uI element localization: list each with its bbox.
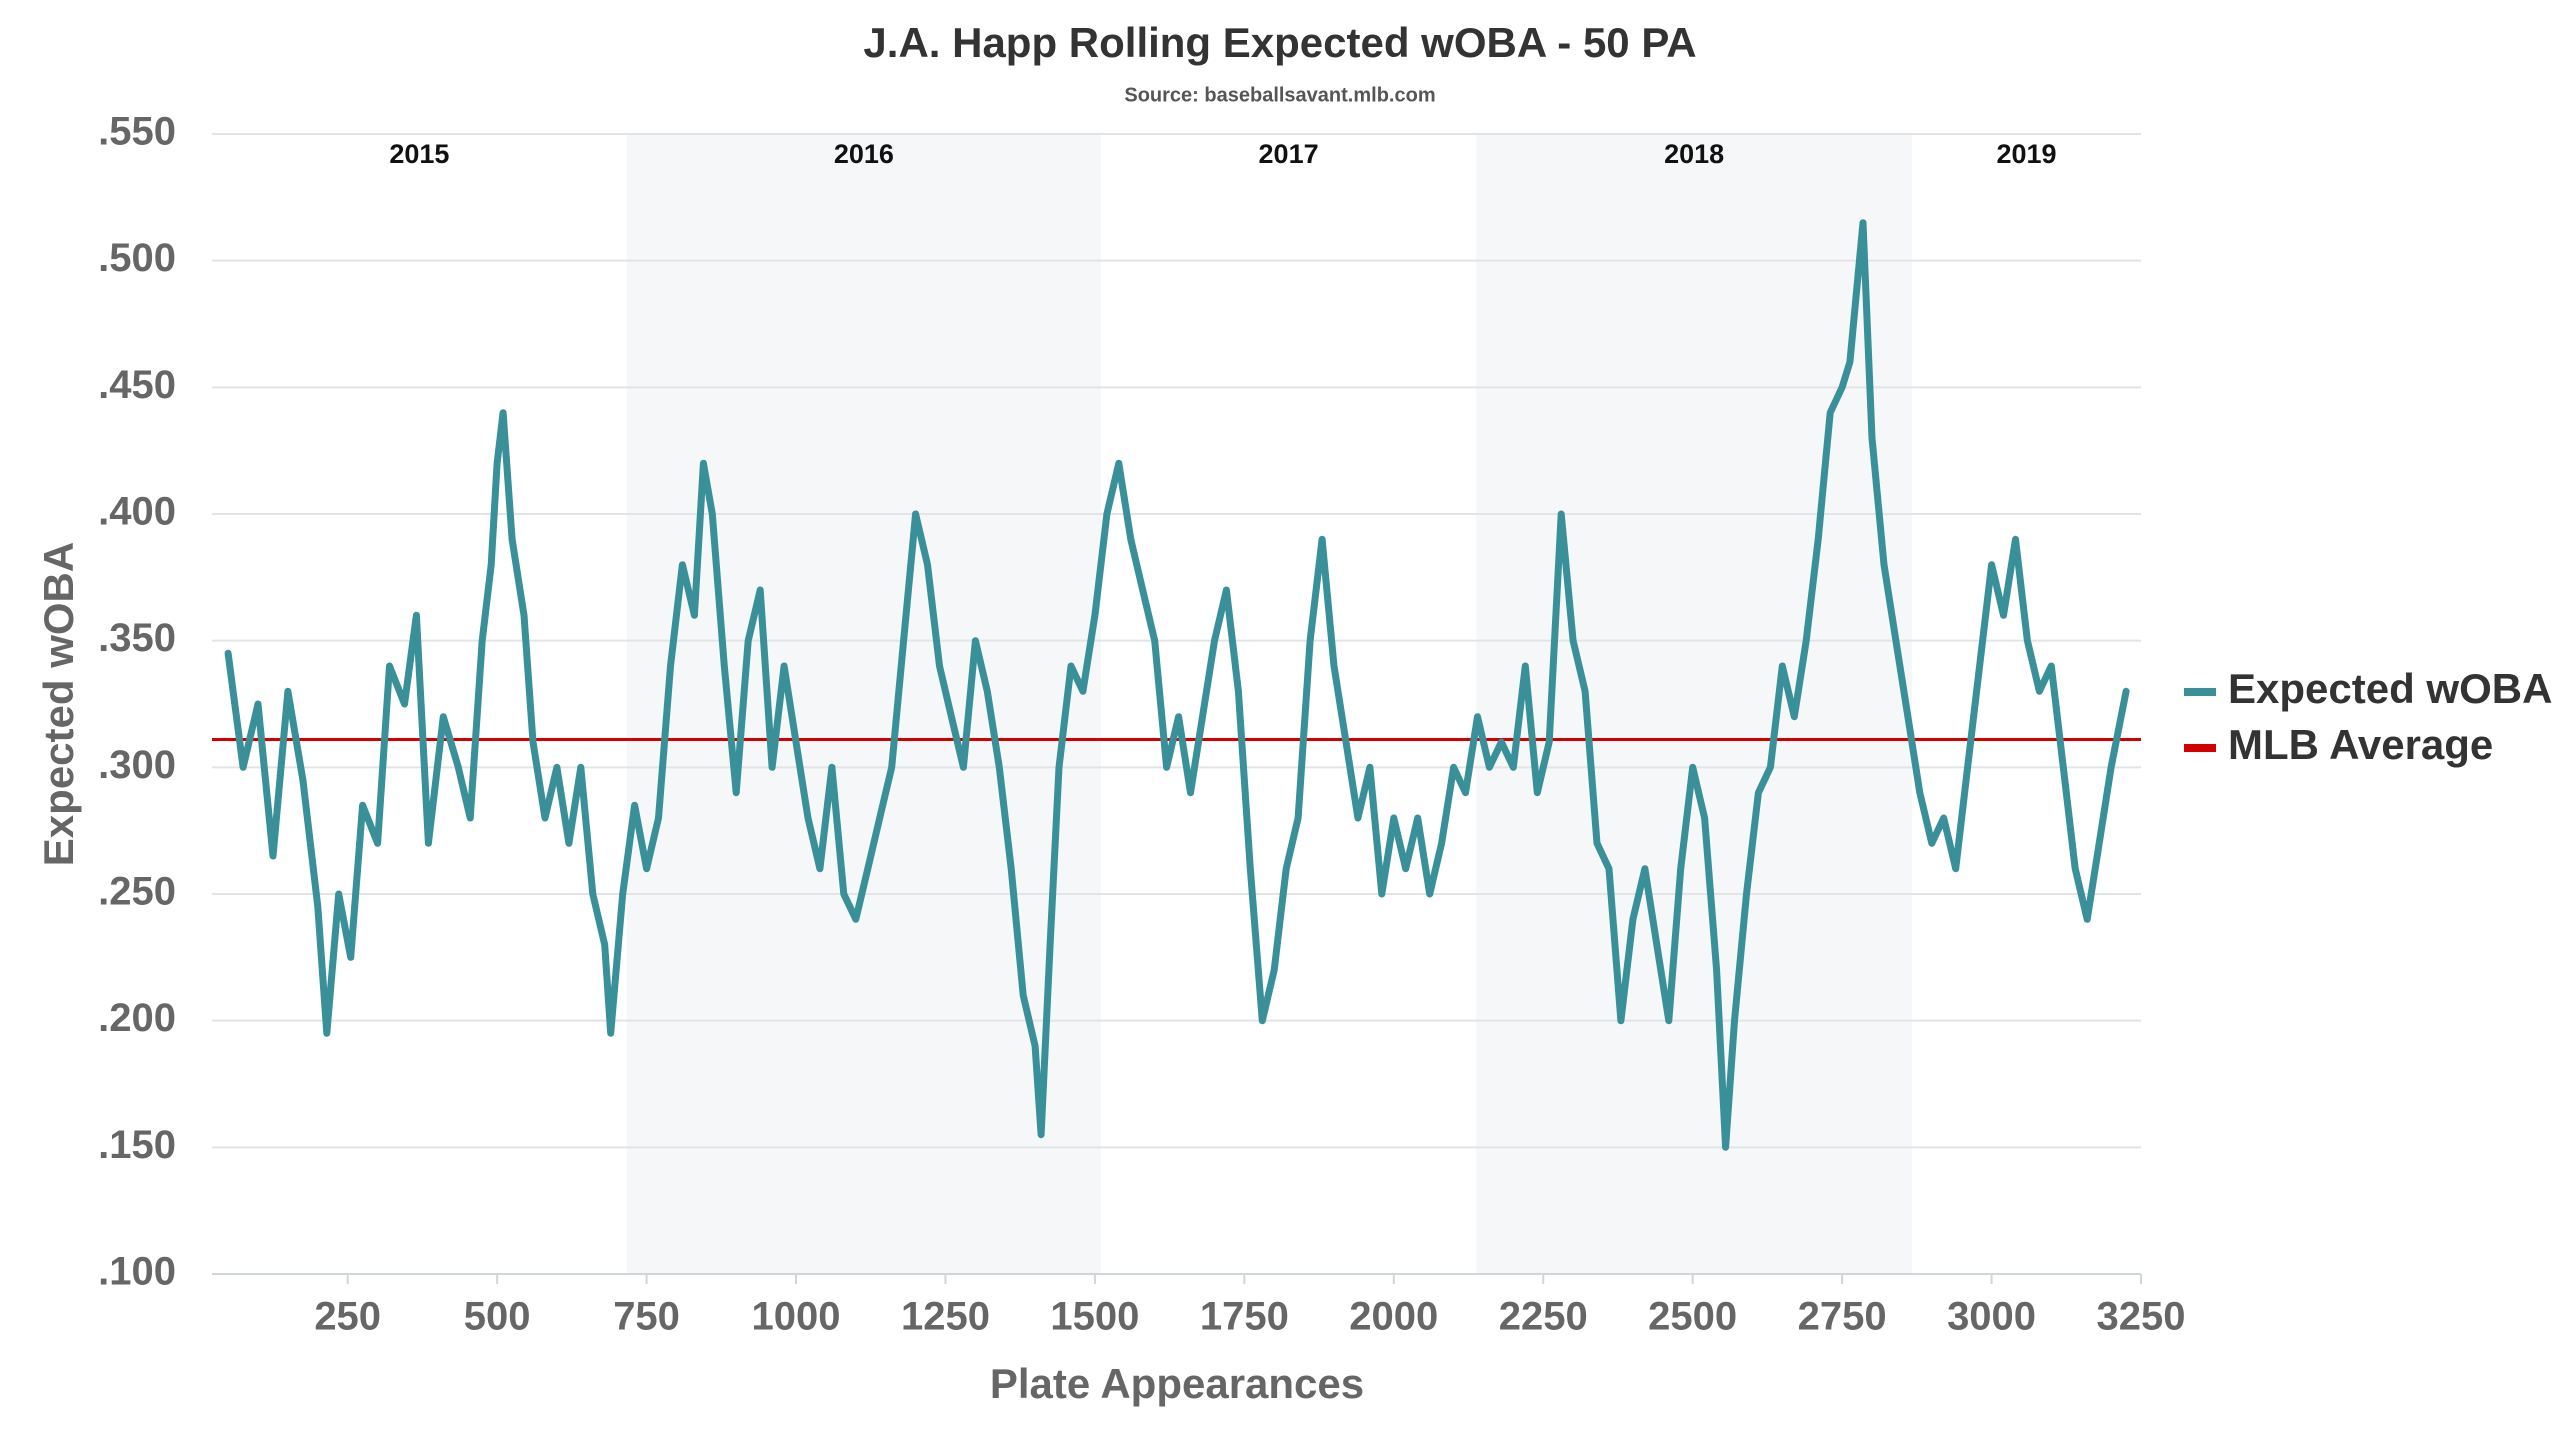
season-label: 2017 — [1259, 139, 1319, 169]
season-band — [1476, 134, 1913, 1274]
y-tick-label: .500 — [98, 236, 176, 280]
y-tick-label: .300 — [98, 743, 176, 787]
y-tick-label: .150 — [98, 1123, 176, 1167]
legend-label: MLB Average — [2228, 721, 2493, 768]
x-tick-label: 1500 — [1050, 1295, 1139, 1339]
data-line — [224, 219, 2130, 1151]
x-tick-label: 3000 — [1947, 1295, 2036, 1339]
y-tick-label: .350 — [98, 616, 176, 660]
y-tick-label: .400 — [98, 490, 176, 534]
y-tick-label: .200 — [98, 996, 176, 1040]
y-tick-label: .250 — [98, 870, 176, 914]
season-label: 2018 — [1664, 139, 1724, 169]
x-tick-label: 2000 — [1349, 1295, 1438, 1339]
x-tick-label: 2250 — [1499, 1295, 1588, 1339]
x-tick-label: 750 — [613, 1295, 680, 1339]
x-tick-label: 250 — [314, 1295, 381, 1339]
season-label: 2015 — [389, 139, 449, 169]
x-tick-label: 1250 — [901, 1295, 990, 1339]
y-axis-label: Expected wOBA — [35, 542, 82, 866]
x-tick-label: 1750 — [1200, 1295, 1289, 1339]
x-tick-label: 500 — [464, 1295, 531, 1339]
season-label: 2019 — [1996, 139, 2056, 169]
legend-label: Expected wOBA — [2228, 665, 2552, 712]
x-tick-label: 2750 — [1798, 1295, 1887, 1339]
season-band — [626, 134, 1101, 1274]
x-axis-label: Plate Appearances — [990, 1360, 1364, 1407]
chart-subtitle: Source: baseballsavant.mlb.com — [1124, 84, 1435, 106]
y-tick-label: .100 — [98, 1250, 176, 1294]
season-label: 2016 — [834, 139, 894, 169]
x-tick-label: 3250 — [2097, 1295, 2186, 1339]
y-tick-label: .550 — [98, 110, 176, 154]
x-tick-label: 1000 — [752, 1295, 841, 1339]
chart-title: J.A. Happ Rolling Expected wOBA - 50 PA — [863, 19, 1696, 66]
y-tick-label: .450 — [98, 363, 176, 407]
x-tick-label: 2500 — [1648, 1295, 1737, 1339]
